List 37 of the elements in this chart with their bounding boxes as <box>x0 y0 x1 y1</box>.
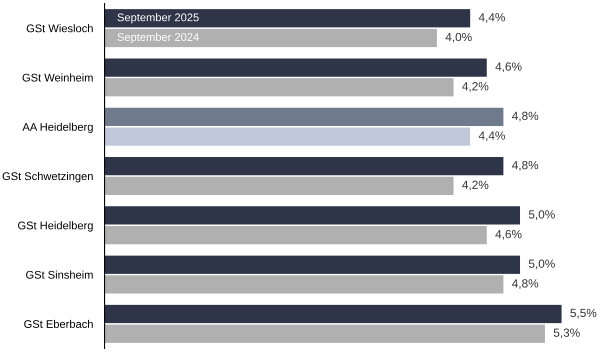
bar <box>104 226 487 244</box>
bar <box>104 78 454 96</box>
data-label: 4,8% <box>512 279 538 289</box>
bar <box>104 28 437 48</box>
data-label: 4,2% <box>462 180 488 190</box>
data-label: 5,0% <box>528 210 555 220</box>
bar <box>104 157 504 176</box>
y-tick-label: GSt Schwetzingen <box>2 172 93 182</box>
y-tick-label: GSt Sinsheim <box>26 270 93 279</box>
bar <box>104 304 562 324</box>
bar <box>104 108 504 126</box>
y-tick-label: GSt Heidelberg <box>18 221 93 232</box>
data-label: 5,5% <box>570 308 596 319</box>
y-tick-label: GSt Weinheim <box>22 73 93 82</box>
data-label: 4,6% <box>495 62 522 72</box>
data-label: 5,0% <box>528 260 555 270</box>
bar <box>104 324 545 343</box>
data-label: 4,4% <box>478 13 505 23</box>
y-tick-label: GSt Wiesloch <box>26 24 93 32</box>
data-label: 4,4% <box>478 131 505 142</box>
bar <box>104 256 520 274</box>
series-label: September 2024 <box>118 32 199 44</box>
y-tick-label: GSt Eberbach <box>24 320 93 328</box>
series-label: September 2025 <box>118 13 199 24</box>
bar <box>104 58 487 77</box>
bar <box>104 9 470 28</box>
data-label: 5,3% <box>554 328 580 338</box>
y-tick-label: AA Heidelberg <box>22 122 93 134</box>
bar <box>104 176 454 195</box>
bar <box>104 275 504 294</box>
bar <box>104 127 470 146</box>
data-label: 4,6% <box>495 230 522 240</box>
bar <box>104 206 520 225</box>
data-label: 4,8% <box>512 112 538 122</box>
data-label: 4,0% <box>446 32 472 43</box>
data-label: 4,2% <box>462 82 488 92</box>
data-label: 4,8% <box>512 160 538 171</box>
